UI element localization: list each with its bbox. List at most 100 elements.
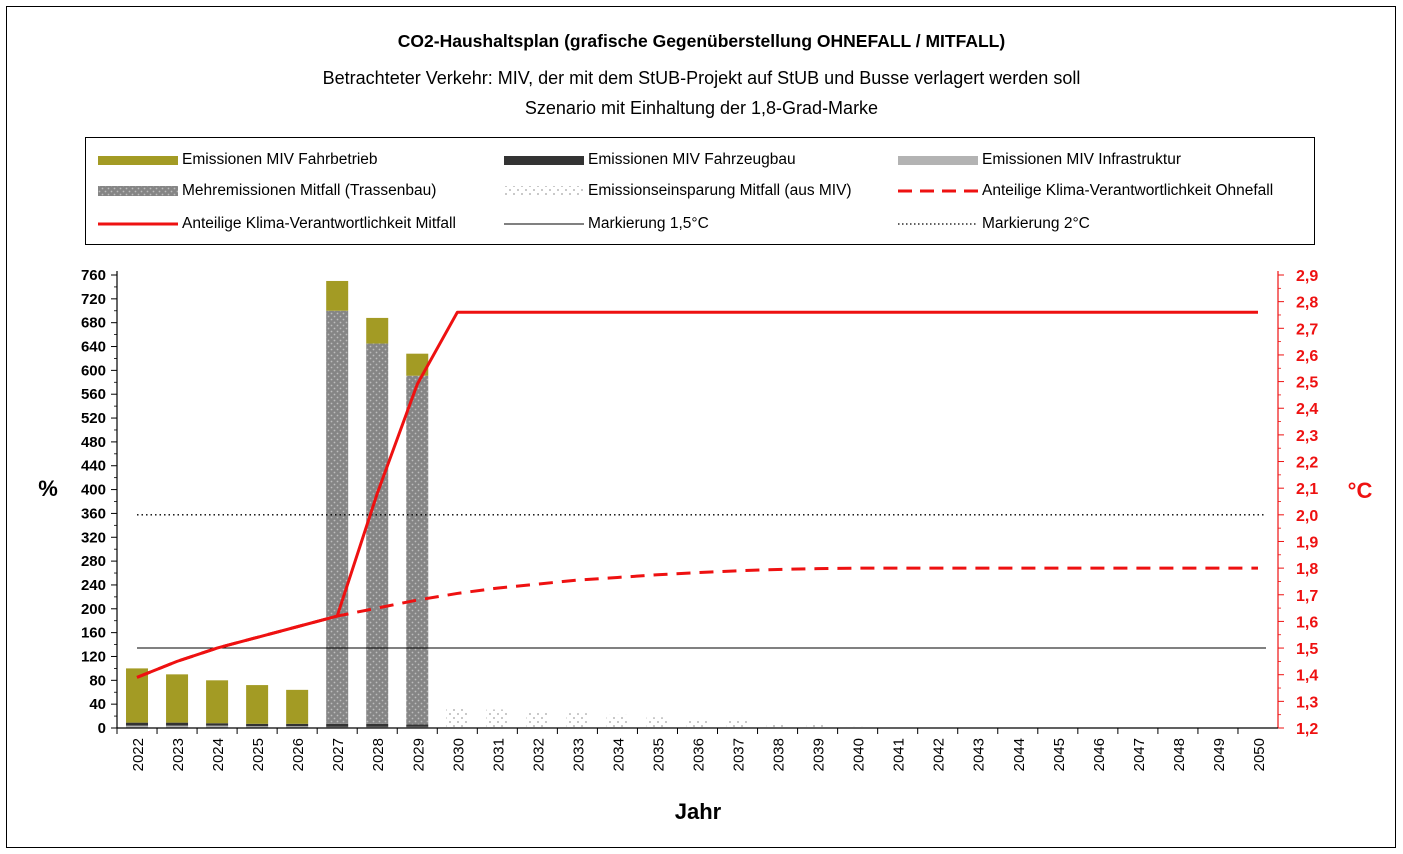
y2-tick-label: 1,6 (1296, 614, 1318, 631)
bar-infrastruktur (206, 725, 229, 728)
y2-tick-label: 1,2 (1296, 721, 1318, 738)
x-tick-label: 2050 (1251, 738, 1268, 771)
legend-swatch-dotted-gray (98, 184, 178, 198)
chart-frame (6, 6, 1396, 848)
y2-tick-label: 1,8 (1296, 561, 1318, 578)
y2-tick-label: 2,1 (1296, 481, 1318, 498)
y-tick-label: 120 (81, 648, 106, 665)
y-tick-label: 560 (81, 386, 106, 403)
y2-tick-label: 1,5 (1296, 641, 1318, 658)
y-tick-label: 320 (81, 529, 106, 546)
bar-fahrbetrieb (326, 280, 349, 311)
chart-title: CO2-Haushaltsplan (grafische Gegenüberst… (397, 31, 1006, 51)
bar-fahrzeugbau (166, 722, 189, 726)
bar-fahrzeugbau (326, 723, 349, 727)
y-tick-label: 680 (81, 315, 106, 332)
legend-item-mitfall: Anteilige Klima-Verantwortlichkeit Mitfa… (98, 213, 456, 235)
y2-axis-label: °C (1348, 478, 1373, 503)
line-mitfall (136, 310, 1258, 679)
y-tick-label: 360 (81, 505, 106, 522)
legend-label: Emissionen MIV Fahrzeugbau (588, 151, 796, 168)
legend-label: Markierung 1,5°C (588, 215, 709, 232)
line-ohnefall (136, 566, 1258, 679)
legend-label: Markierung 2°C (982, 215, 1090, 232)
bar-fahrbetrieb (366, 317, 389, 344)
y-tick-label: 480 (81, 434, 106, 451)
legend-item-einsparung: Emissionseinsparung Mitfall (aus MIV) (504, 180, 852, 202)
bar-einsparung (726, 720, 749, 728)
y2-tick-label: 1,7 (1296, 588, 1318, 605)
x-tick-label: 2041 (891, 738, 908, 771)
legend-swatch-lightgray (898, 153, 978, 167)
y2-tick-label: 1,9 (1296, 534, 1318, 551)
y-tick-label: 520 (81, 410, 106, 427)
bar-einsparung (446, 707, 469, 728)
bar-infrastruktur (286, 726, 309, 728)
legend-swatch-olive (98, 153, 178, 167)
bar-einsparung (606, 714, 629, 728)
x-tick-label: 2046 (1091, 738, 1108, 771)
bar-trassenbau (366, 343, 389, 724)
y-tick-label: 440 (81, 458, 106, 475)
bar-einsparung (766, 723, 789, 728)
bar-einsparung (646, 717, 669, 728)
y-tick-label: 280 (81, 553, 106, 570)
legend-item-infrastruktur: Emissionen MIV Infrastruktur (898, 149, 1181, 171)
x-tick-label: 2036 (691, 738, 708, 771)
bar-fahrbetrieb (166, 674, 189, 723)
bar-fahrbetrieb (246, 685, 269, 724)
legend: Emissionen MIV Fahrbetrieb Emissionen MI… (85, 137, 1315, 245)
y-tick-label: 600 (81, 362, 106, 379)
legend-item-fahrzeugbau: Emissionen MIV Fahrzeugbau (504, 149, 796, 171)
x-tick-label: 2033 (570, 738, 587, 771)
y-tick-label: 0 (98, 720, 106, 737)
bar-fahrbetrieb (126, 668, 149, 723)
chart-subtitle-2: Szenario mit Einhaltung der 1,8-Grad-Mar… (524, 98, 879, 118)
bar-fahrzeugbau (206, 723, 229, 726)
legend-label: Emissionseinsparung Mitfall (aus MIV) (588, 182, 852, 199)
x-tick-label: 2037 (731, 738, 748, 771)
y2-tick-label: 2,7 (1296, 321, 1318, 338)
y2-tick-label: 2,3 (1296, 428, 1318, 445)
x-tick-label: 2038 (771, 738, 788, 771)
y-tick-label: 760 (81, 267, 106, 284)
y-tick-label: 240 (81, 577, 106, 594)
x-tick-label: 2022 (130, 738, 147, 771)
bar-einsparung (566, 713, 589, 728)
y-tick-label: 400 (81, 482, 106, 499)
bar-infrastruktur (246, 726, 269, 728)
y-tick-label: 160 (81, 625, 106, 642)
y-tick-label: 80 (89, 672, 106, 689)
legend-label: Anteilige Klima-Verantwortlichkeit Ohnef… (982, 182, 1274, 199)
bar-infrastruktur (126, 725, 149, 728)
x-tick-label: 2029 (410, 738, 427, 771)
legend-swatch-dotted-white (504, 184, 584, 198)
bar-trassenbau (326, 310, 349, 724)
x-tick-label: 2030 (450, 738, 467, 771)
legend-swatch-black-dotted (898, 217, 978, 231)
y2-tick-label: 2,5 (1296, 375, 1318, 392)
legend-label: Emissionen MIV Fahrbetrieb (182, 151, 378, 168)
y2-tick-label: 2,8 (1296, 295, 1318, 312)
y2-tick-label: 2,9 (1296, 268, 1318, 285)
x-tick-label: 2023 (170, 738, 187, 771)
legend-swatch-red-dashed (898, 184, 978, 198)
y2-tick-label: 1,3 (1296, 694, 1318, 711)
legend-item-ohnefall: Anteilige Klima-Verantwortlichkeit Ohnef… (898, 180, 1273, 202)
x-tick-label: 2045 (1051, 738, 1068, 771)
y-tick-label: 640 (81, 339, 106, 356)
legend-swatch-red-solid (98, 217, 178, 231)
bar-infrastruktur (166, 725, 189, 728)
legend-label: Mehremissionen Mitfall (Trassenbau) (182, 182, 437, 199)
bar-fahrzeugbau (366, 723, 389, 727)
x-tick-label: 2039 (811, 738, 828, 771)
bar-fahrzeugbau (406, 724, 429, 727)
legend-swatch-dark (504, 153, 584, 167)
x-tick-label: 2047 (1131, 738, 1148, 771)
x-tick-label: 2043 (971, 738, 988, 771)
x-tick-label: 2032 (530, 738, 547, 771)
y-tick-label: 720 (81, 291, 106, 308)
bar-fahrbetrieb (206, 680, 229, 724)
bar-fahrbetrieb (406, 353, 429, 376)
x-tick-label: 2026 (290, 738, 307, 771)
